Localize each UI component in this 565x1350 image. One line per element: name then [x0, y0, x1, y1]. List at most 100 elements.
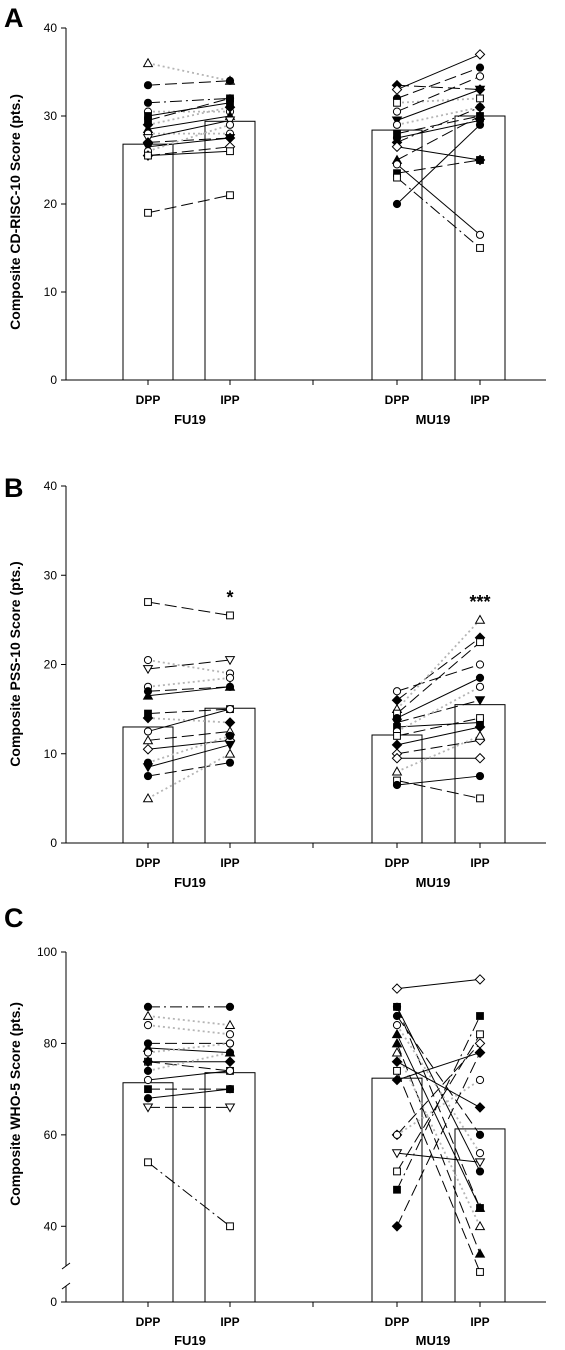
panel-a-fu19-pair-line-7 [147, 115, 231, 130]
panel-c-mu19-pair-line-15 [396, 1015, 481, 1190]
panel-c-mu19-post-point-5 [474, 1202, 486, 1212]
panel-b-mu19-post-point-3 [476, 638, 484, 647]
panel-a-mu19-post-point-14 [476, 244, 484, 252]
panel-b-fu19-pair-line-8 [147, 708, 231, 732]
panel-b-fu19-pair-line-10 [147, 739, 231, 750]
panel-c-mu19-post-point-6 [474, 1248, 486, 1258]
panel-c-fu19-pair-line-4 [147, 1047, 231, 1054]
panel-a-mu19-pair-line-4 [396, 75, 481, 113]
panel-a-fu19-pair-line-12 [147, 123, 231, 153]
panel-b-mu19-pair-line-7 [396, 686, 481, 733]
panel-a-x-tick-label-0: DPP [136, 393, 161, 407]
panel-b-mu19-post-point-4 [475, 673, 485, 682]
panel-c-mu19-pre-point-8 [391, 1056, 403, 1068]
panel-b-y-tick-label-3: 30 [44, 568, 58, 582]
panel-c-mu19-post-point-0 [474, 974, 486, 985]
panel-b-fu19-pre-point-2 [142, 665, 154, 675]
panel-a-mu19-post-point-12 [475, 230, 485, 239]
panel-c-fu19-pair-line-2 [147, 1024, 231, 1036]
panel-a-fu19-pre-point-0 [142, 57, 154, 68]
panel-a-bar-1 [204, 120, 256, 381]
panel-c-y-tick-label-1: 40 [44, 1219, 58, 1233]
panel-a-mu19-pre-point-15 [392, 199, 402, 209]
panel-a-mu19-pair-line-9 [396, 106, 481, 143]
panel-b-mu19-post-point-8 [476, 714, 484, 722]
panel-b-mu19-pair-line-6 [396, 722, 481, 728]
panel-a-mu19-post-point-11 [474, 110, 486, 120]
panel-c-mu19-pair-line-10 [396, 1052, 481, 1081]
panel-a-mu19-post-point-1 [474, 49, 486, 60]
panel-c-mu19-pre-point-9 [393, 1066, 401, 1075]
panel-c-fu19-pre-point-1 [142, 1010, 154, 1020]
panel-c: C Composite WHO-5 Score (pts.) 0 40 60 80 10… [4, 903, 546, 1348]
panel-c-mu19-post-point-8 [474, 1102, 486, 1113]
panel-c-mu19-pre-point-14 [393, 1167, 401, 1176]
panel-b-fu19-pre-point-8 [143, 727, 153, 736]
panel-b-fu19-pre-point-1 [143, 655, 153, 665]
panel-b-group-label-fu19: FU19 [174, 875, 206, 890]
panel-b-mu19-pair-line-8 [396, 717, 481, 737]
panel-b-fu19-pair-line-4 [147, 686, 231, 692]
panel-a-group-label-fu19: FU19 [174, 412, 206, 427]
panel-c-fu19-pre-point-12 [142, 1103, 154, 1113]
panel-b-mu19-post-point-2 [474, 614, 486, 624]
panel-c-mu19-pre-point-5 [391, 1028, 403, 1039]
panel-c-fu19-pre-point-9 [143, 1075, 153, 1085]
panel-b-x-tick-label-3: IPP [470, 856, 489, 870]
panel-c-mu19-pre-point-6 [391, 1038, 403, 1048]
panel-a-mu19-pre-point-1 [391, 84, 403, 95]
panel-a-x-tick-label-3: IPP [470, 393, 489, 407]
panel-b-fu19-pair-line-2 [147, 659, 231, 670]
panel-a-y-axis-label: Composite CD-RISC-10 Score (pts.) [7, 94, 23, 330]
panel-b-y-tick-label-4: 40 [44, 479, 58, 493]
panel-b-mu19-pair-line-12 [396, 735, 481, 773]
panel-a-mu19-pair-line-3 [396, 97, 481, 104]
panel-a-fu19-post-point-14 [226, 147, 234, 156]
panel-b-mu19-pre-point-11 [391, 752, 403, 764]
panel-b-mu19-post-point-14 [475, 771, 485, 781]
panel-b-fu19-pre-point-7 [142, 712, 154, 724]
panel-c-mu19-pair-line-16 [396, 1052, 481, 1227]
panel-c-fu19-pair-line-11 [147, 1088, 231, 1099]
panel-c-fu19-pair-line-1 [147, 1015, 231, 1027]
panel-b-y-axis-label: Composite PSS-10 Score (pts.) [7, 561, 23, 766]
panel-a-mu19-pair-line-13 [396, 159, 481, 174]
panel-a-fu19-pre-point-2 [143, 98, 153, 107]
panel-a-y-tick-label-2: 20 [44, 197, 58, 211]
panel-c-mu19-pair-line-12 [396, 1079, 481, 1136]
panel-b-mu19-pair-line-5 [396, 699, 481, 723]
panel-b-y-tick-label-0: 0 [50, 836, 57, 850]
panel-c-plot-area: 0 40 60 80 100 DPP IPP DPP IPP [37, 945, 546, 1329]
panel-c-mu19-post-point-15 [476, 1012, 484, 1020]
panel-b-fu19-pair-line-9 [147, 730, 231, 741]
panel-c-mu19-pre-point-3 [392, 1011, 402, 1021]
panel-c-x-tick-label-3: IPP [470, 1315, 489, 1329]
panel-a-mu19-pair-line-12 [396, 164, 481, 236]
panel-a-mu19-pre-point-14 [393, 173, 401, 182]
panel-c-bar-0 [122, 1082, 174, 1303]
panel-b-mu19-pre-point-12 [391, 766, 403, 776]
panel-c-axis-break-mark-top [61, 1262, 71, 1270]
panel-c-mu19-post-point-9 [476, 1268, 484, 1276]
panel-a-fu19-pair-line-13 [147, 146, 231, 157]
panel-a-mu19-pair-line-1 [396, 53, 481, 91]
panel-c-group-label-mu19: MU19 [416, 1333, 451, 1348]
panel-a-bar-0 [122, 143, 174, 381]
panel-a-x-tick-label-1: IPP [220, 393, 239, 407]
panel-b-fu19-pair-line-3 [147, 676, 231, 688]
panel-c-mu19-pair-line-13 [396, 1152, 481, 1163]
panel-a-fu19-pair-line-15 [147, 194, 231, 214]
panel-c-y-tick-label-3: 80 [44, 1036, 58, 1050]
panel-b-fu19-pre-point-10 [142, 743, 154, 755]
panel-b-mu19-post-point-13 [476, 794, 484, 803]
panel-b-fu19-pre-point-13 [143, 771, 153, 781]
panel-a-fu19-pair-line-10 [147, 137, 231, 143]
panel-c-y-tick-label-0: 0 [50, 1295, 57, 1309]
panel-a-mu19-pre-point-12 [392, 160, 402, 169]
panel-a-mu19-pair-line-5 [396, 89, 481, 121]
panel-c-fu19-pre-point-5 [143, 1048, 153, 1057]
panel-a-mu19-post-point-15 [475, 120, 485, 129]
panel-a-fu19-pair-line-2 [147, 97, 231, 104]
panel-a-mu19-pre-point-3 [393, 98, 401, 107]
panel-c-mu19-pair-line-11 [396, 1043, 481, 1136]
